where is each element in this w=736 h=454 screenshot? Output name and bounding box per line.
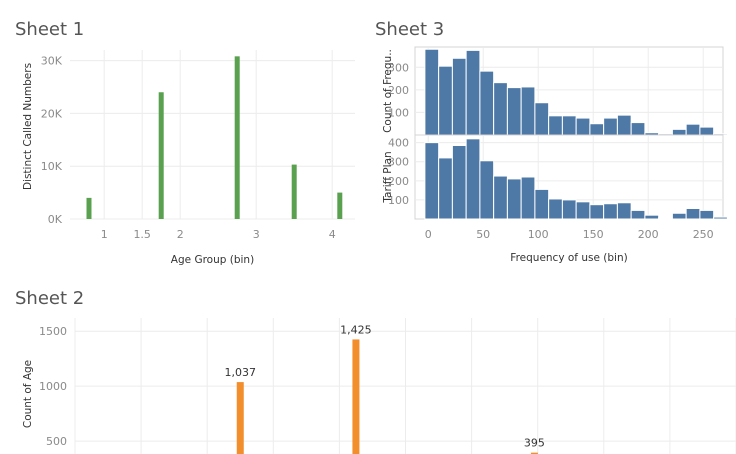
sheet3-y-tick-label: 200 (388, 84, 409, 97)
sheet3-histogram-bar (520, 176, 536, 220)
sheet3-histogram-bar (506, 178, 522, 220)
sheet3-histogram-bar (424, 142, 440, 220)
sheet3-histogram-bar (548, 115, 563, 136)
sheet3-histogram-bar (479, 160, 495, 220)
sheet1-x-axis-title: Age Group (bin) (171, 254, 254, 266)
sheet3-histogram-bar (616, 114, 632, 136)
sheet3-histogram-bar (520, 86, 536, 136)
sheet3-histogram-bar (424, 48, 440, 136)
sheet3-y-tick-label: 400 (388, 137, 409, 150)
sheet3-histogram-bar (575, 201, 591, 220)
sheet1-bar (291, 164, 297, 219)
sheet2-chart[interactable]: 500 1000 1500 1,037 1,425 395 Count of Age (22, 318, 736, 454)
sheet1-y-tick-label: 0K (48, 213, 63, 226)
sheet3-histogram-bar (671, 212, 687, 220)
sheet2-y-tick-label: 1000 (39, 380, 67, 393)
sheet2-bar (530, 452, 538, 454)
sheet2-bar (352, 339, 360, 454)
sheet3-histogram-bar (493, 175, 508, 220)
sheet3-histogram-bar (438, 157, 453, 220)
sheet1-y-tick-label: 10K (41, 160, 63, 173)
sheet3-x-tick-label: 200 (638, 228, 659, 241)
sheet3-y-tick-label: 100 (388, 194, 409, 207)
sheet3-histogram-bar (493, 82, 508, 136)
sheet3-histogram-bar (506, 87, 522, 136)
sheet3-histogram-bar (534, 102, 550, 136)
sheet1-x-tick-label: 2 (177, 228, 184, 241)
sheet1-y-tick-label: 20K (41, 107, 63, 120)
sheet3-histogram-bar (630, 122, 646, 136)
sheet1-bar (86, 197, 92, 219)
sheet3-histogram-bar (438, 65, 453, 136)
sheet3-histogram-bar (589, 123, 605, 136)
sheet3-title: Sheet 3 (375, 19, 445, 40)
sheet3-histogram-bar (603, 117, 618, 136)
sheet1-bar (337, 192, 343, 219)
sheet1-x-tick-label: 1.5 (133, 228, 151, 241)
sheet1-y-axis-title: Distinct Called Numbers (22, 63, 34, 190)
sheet3-histogram-bar (671, 128, 687, 136)
sheet3-panel-y-axis-title: Count of Frequ.. (382, 49, 394, 133)
sheet3-histogram-bar (713, 216, 728, 220)
sheet3-x-axis-title: Frequency of use (bin) (510, 252, 627, 264)
sheet2-title: Sheet 2 (15, 288, 85, 309)
sheet3-histogram-bar (644, 214, 660, 220)
sheet3-histogram-bar (699, 209, 715, 220)
sheet3-x-tick-label: 150 (583, 228, 604, 241)
sheet3-histogram-bar (699, 126, 715, 136)
sheet3-histogram-bar (603, 203, 618, 220)
sheet1-bar (234, 56, 240, 220)
sheet3-x-tick-label: 100 (528, 228, 549, 241)
sheet3-histogram-bar (561, 199, 577, 220)
sheet1-x-tick-label: 1 (101, 228, 108, 241)
sheet2-y-axis-title: Count of Age (22, 360, 34, 428)
sheet3-x-tick-label: 250 (693, 228, 714, 241)
sheet1-x-tick-label: 4 (329, 228, 336, 241)
sheet2-bar-data-label: 1,037 (225, 366, 257, 379)
sheet3-histogram-bar (451, 145, 467, 220)
sheet3-histogram-bar (479, 70, 495, 136)
sheet2-y-tick-label: 500 (46, 435, 67, 448)
sheet3-histogram-bar (465, 49, 481, 136)
sheet3-histogram-bar (534, 188, 550, 220)
sheet3-histogram-bar (451, 57, 467, 136)
sheet3-histogram-bar (465, 138, 481, 220)
sheet3-histogram-bar (630, 209, 646, 220)
sheet2-bar (236, 382, 244, 454)
sheet2-bar-data-label: 1,425 (340, 323, 372, 336)
sheet2-bar-data-label: 395 (524, 437, 545, 450)
sheet3-y-tick-label: 300 (388, 156, 409, 169)
sheet1-x-tick-label: 3 (253, 228, 260, 241)
sheet3-histogram-bar (685, 123, 701, 136)
sheet3-x-tick-label: 50 (476, 228, 490, 241)
sheet3-x-tick-label: 0 (425, 228, 432, 241)
sheet3-histogram-bar (616, 202, 632, 220)
sheet3-y-tick-label: 200 (388, 175, 409, 188)
sheet3-histogram-bar (685, 208, 701, 220)
sheet3-panel-y-axis-title: Tariff Plan (382, 151, 394, 203)
sheet2-y-tick-label: 1500 (39, 325, 67, 338)
sheet1-title: Sheet 1 (15, 19, 85, 40)
sheet3-histogram-bar (575, 117, 591, 136)
sheet3-histogram-bar (658, 217, 673, 220)
sheet3-histogram-bar (561, 115, 577, 136)
sheet3-histogram-bar (589, 204, 605, 220)
sheet1-bar (158, 92, 164, 219)
sheet1-chart[interactable]: 1 1.5 2 3 4 0K 10K 20K 30K Age Group (bin) Distinc… (22, 50, 355, 266)
sheet3-histogram-bar (548, 198, 563, 220)
sheet3-y-tick-label: 300 (388, 61, 409, 74)
sheet3-y-tick-label: 100 (388, 106, 409, 119)
sheet1-y-tick-label: 30K (41, 55, 63, 68)
